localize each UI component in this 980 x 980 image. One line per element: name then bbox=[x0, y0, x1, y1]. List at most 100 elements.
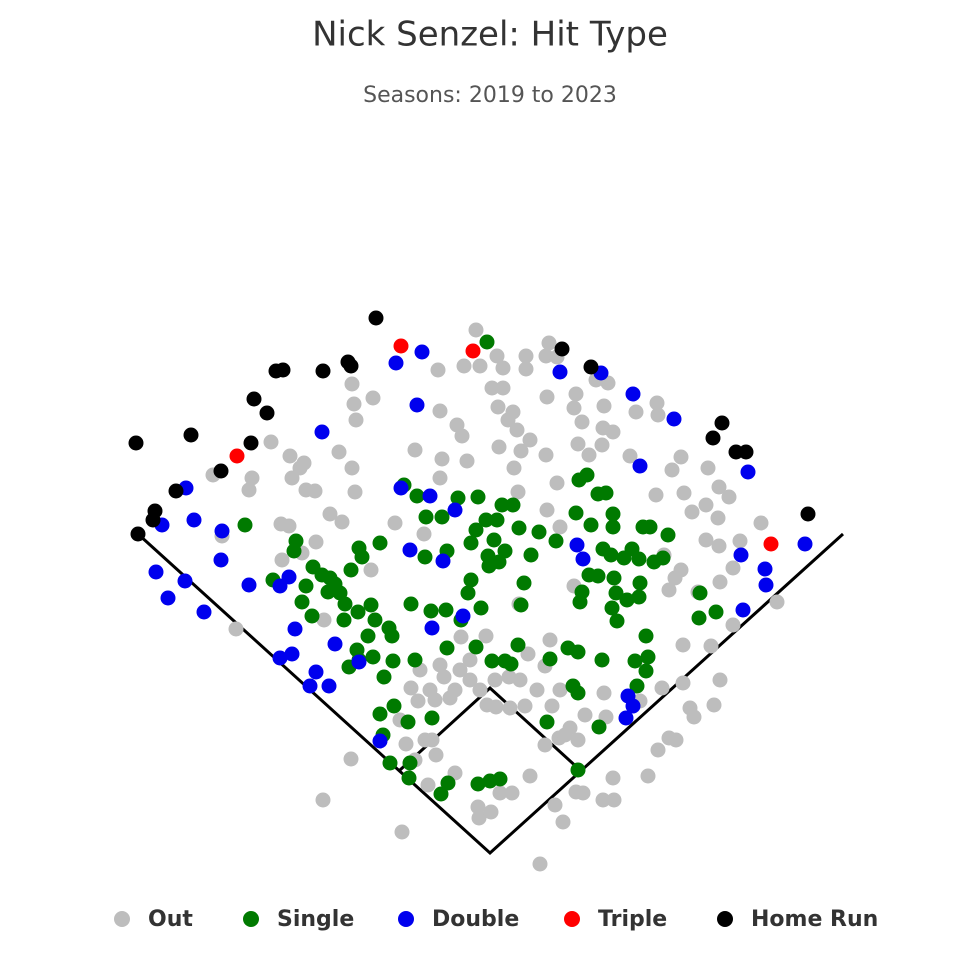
point bbox=[196, 604, 212, 620]
point bbox=[148, 564, 164, 580]
point bbox=[398, 736, 414, 752]
point bbox=[213, 552, 229, 568]
point bbox=[284, 470, 300, 486]
point bbox=[410, 693, 426, 709]
point bbox=[537, 737, 553, 753]
point bbox=[294, 594, 310, 610]
point bbox=[447, 502, 463, 518]
point bbox=[492, 771, 508, 787]
point bbox=[473, 600, 489, 616]
point bbox=[568, 784, 584, 800]
point bbox=[315, 363, 331, 379]
point bbox=[213, 463, 229, 479]
point bbox=[465, 343, 481, 359]
point bbox=[506, 460, 522, 476]
point bbox=[481, 558, 497, 574]
point bbox=[416, 526, 432, 542]
point bbox=[244, 470, 260, 486]
point bbox=[691, 610, 707, 626]
point bbox=[367, 612, 383, 628]
point bbox=[453, 629, 469, 645]
point bbox=[484, 380, 500, 396]
point bbox=[365, 390, 381, 406]
point bbox=[351, 654, 367, 670]
point bbox=[183, 427, 199, 443]
point bbox=[800, 506, 816, 522]
point bbox=[660, 527, 676, 543]
point bbox=[409, 397, 425, 413]
point bbox=[438, 602, 454, 618]
point bbox=[568, 505, 584, 521]
point bbox=[228, 621, 244, 637]
point bbox=[336, 612, 352, 628]
point bbox=[243, 435, 259, 451]
point bbox=[604, 600, 620, 616]
point bbox=[308, 664, 324, 680]
point bbox=[571, 472, 587, 488]
point bbox=[296, 455, 312, 471]
point bbox=[282, 448, 298, 464]
point bbox=[631, 589, 647, 605]
point bbox=[470, 776, 486, 792]
point bbox=[581, 567, 597, 583]
point bbox=[322, 506, 338, 522]
point bbox=[712, 672, 728, 688]
point bbox=[304, 608, 320, 624]
point bbox=[539, 714, 555, 730]
point bbox=[544, 698, 560, 714]
point bbox=[463, 535, 479, 551]
point bbox=[642, 519, 658, 535]
point bbox=[572, 594, 588, 610]
point bbox=[439, 640, 455, 656]
point bbox=[479, 334, 495, 350]
point bbox=[640, 768, 656, 784]
point bbox=[241, 577, 257, 593]
point bbox=[531, 524, 547, 540]
legend-label: Out bbox=[148, 907, 193, 932]
point bbox=[763, 536, 779, 552]
point bbox=[661, 582, 677, 598]
point bbox=[510, 484, 526, 500]
point bbox=[686, 709, 702, 725]
point bbox=[622, 448, 638, 464]
point bbox=[287, 621, 303, 637]
chart-title: Nick Senzel: Hit Type bbox=[312, 15, 668, 55]
point bbox=[471, 810, 487, 826]
point bbox=[555, 814, 571, 830]
point bbox=[365, 649, 381, 665]
point bbox=[417, 549, 433, 565]
point bbox=[354, 549, 370, 565]
point bbox=[490, 399, 506, 415]
point bbox=[402, 542, 418, 558]
point bbox=[386, 698, 402, 714]
point bbox=[422, 488, 438, 504]
point bbox=[554, 341, 570, 357]
point bbox=[372, 706, 388, 722]
point bbox=[470, 489, 486, 505]
point bbox=[568, 386, 584, 402]
point bbox=[625, 386, 641, 402]
point bbox=[629, 678, 645, 694]
legend: Out Single Double Triple Home Run bbox=[114, 907, 878, 932]
point bbox=[650, 742, 666, 758]
point bbox=[758, 577, 774, 593]
point bbox=[753, 515, 769, 531]
point bbox=[327, 636, 343, 652]
point bbox=[128, 435, 144, 451]
point bbox=[675, 637, 691, 653]
point bbox=[418, 509, 434, 525]
point bbox=[609, 613, 625, 629]
point bbox=[263, 434, 279, 450]
point bbox=[532, 856, 548, 872]
point bbox=[517, 698, 533, 714]
point bbox=[298, 482, 314, 498]
point bbox=[472, 358, 488, 374]
point bbox=[478, 512, 494, 528]
point bbox=[570, 685, 586, 701]
point bbox=[595, 792, 611, 808]
point bbox=[608, 585, 624, 601]
point bbox=[486, 532, 502, 548]
point bbox=[298, 578, 314, 594]
point bbox=[757, 561, 773, 577]
legend-marker bbox=[114, 911, 130, 927]
